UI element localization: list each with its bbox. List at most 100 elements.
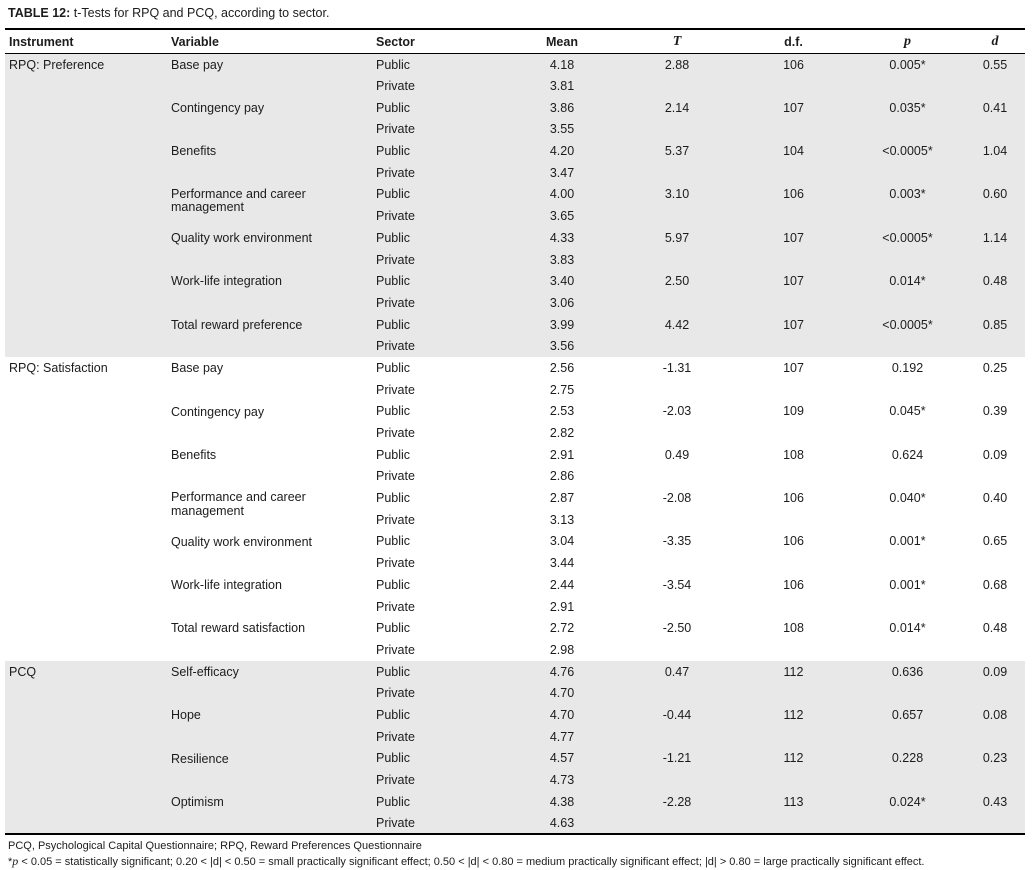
variable-cell: Quality work environment (167, 227, 372, 271)
table-row: Private 3.06 (5, 292, 1025, 314)
p-value-cell (850, 248, 965, 271)
p-value-cell: 0.636 (850, 660, 965, 683)
p-value-cell: <0.0005* (850, 140, 965, 162)
sector-cell: Public (376, 447, 411, 462)
p-value-cell: 0.040* (889, 491, 926, 506)
mean-cell: 2.56 (549, 360, 575, 375)
p-value-cell (850, 292, 965, 314)
table-row: Resilience Public 4.57 -1.21 112 0.228 0.23 (5, 747, 1025, 791)
df-cell (737, 422, 850, 444)
df-cell (737, 812, 850, 835)
t-value-cell (617, 682, 737, 705)
p-value-cell: 0.228 (850, 747, 965, 770)
d-value-cell: 0.48 (982, 621, 1008, 636)
df-cell: 107 (737, 313, 850, 336)
d-value-cell: 0.25 (982, 360, 1008, 375)
variable-cell: Work-life integration (167, 574, 372, 617)
t-value-cell: 0.47 (617, 660, 737, 683)
sector-cell: Private (376, 382, 415, 397)
sector-cell: Public (376, 621, 411, 636)
mean-cell: 4.76 (507, 660, 617, 683)
sector-cell: Private (372, 725, 507, 748)
d-value-cell: 0.65 (982, 534, 1008, 549)
column-header-instrument: Instrument (5, 29, 167, 54)
sector-cell: Public (372, 140, 507, 162)
p-value-cell (850, 769, 965, 791)
df-cell (737, 509, 850, 531)
sector-cell: Private (372, 205, 507, 227)
d-value-cell: 1.14 (965, 227, 1025, 249)
variable-label: Self-efficacy (171, 664, 239, 679)
table-row: Quality work environment Public 4.33 5.97 10… (5, 227, 1025, 271)
mean-cell: 3.06 (507, 292, 617, 314)
variable-cell: Total reward satisfaction (167, 617, 372, 660)
table-number: TABLE 12: (8, 6, 71, 20)
sector-cell: Private (372, 769, 507, 791)
t-value-cell: -2.28 (617, 790, 737, 813)
d-value-cell (965, 596, 1025, 618)
variable-cell: Work-life integration (167, 270, 372, 314)
d-value-cell (965, 769, 1025, 791)
t-value-cell: 2.50 (617, 270, 737, 293)
df-cell (737, 769, 850, 791)
column-header-d: d (965, 29, 1025, 54)
d-value-cell: 0.85 (965, 313, 1025, 336)
df-cell: 104 (737, 140, 850, 162)
mean-cell: 2.72 (549, 621, 575, 636)
p-value-cell: 0.003* (850, 183, 965, 206)
df-cell: 112 (737, 747, 850, 770)
variable-cell: Performance and career management (167, 183, 372, 227)
df-cell: 106 (737, 53, 850, 76)
df-cell: 109 (783, 404, 804, 419)
d-value-cell (965, 509, 1025, 531)
t-value-cell (617, 509, 737, 531)
table-row: Private 2.91 (5, 596, 1025, 618)
mean-cell: 3.13 (549, 512, 575, 527)
df-cell: 106 (783, 491, 804, 506)
t-value-cell (617, 422, 737, 444)
t-value-cell (617, 379, 737, 401)
d-value-cell (965, 205, 1025, 227)
sector-cell: Public (372, 270, 507, 293)
t-value-cell (617, 639, 737, 661)
sector-cell: Private (376, 426, 415, 441)
variable-cell: Resilience (167, 747, 372, 791)
mean-cell: 4.33 (507, 227, 617, 249)
d-value-cell (965, 639, 1025, 661)
table-row: Private 2.82 (5, 422, 1025, 444)
column-header-t: T (617, 29, 737, 54)
table-row: Private 3.81 (5, 75, 1025, 97)
sector-cell: Public (376, 404, 411, 419)
t-value-cell (617, 118, 737, 141)
p-value-cell: 0.014* (850, 270, 965, 293)
d-value-cell (965, 422, 1025, 444)
mean-cell: 3.83 (507, 248, 617, 271)
variable-cell: Hope (167, 704, 372, 748)
d-value-cell: 0.41 (965, 96, 1025, 119)
mean-cell: 2.98 (549, 642, 575, 657)
sector-cell: Private (376, 599, 415, 614)
p-value-cell (850, 75, 965, 97)
significance-note: *p < 0.05 = statistically significant; 0… (8, 853, 925, 868)
table-row: Private 3.44 (5, 552, 1025, 574)
d-value-cell: 0.08 (965, 704, 1025, 726)
mean-cell: 2.53 (549, 404, 575, 419)
p-value-cell (850, 639, 965, 661)
sector-cell: Public (372, 96, 507, 119)
t-value-cell: -0.44 (617, 704, 737, 726)
t-value-cell: 5.37 (617, 140, 737, 162)
table-row: Performance and career management Public 2… (5, 487, 1025, 518)
t-value-cell: 0.49 (664, 447, 690, 462)
variable-label: Work-life integration (171, 274, 282, 289)
mean-cell: 4.70 (507, 704, 617, 726)
sector-cell: Public (372, 227, 507, 249)
table-row: Optimism Public 4.38 -2.28 113 0.024* 0.43 (5, 790, 1025, 835)
column-header-mean: Mean (507, 29, 617, 54)
d-value-cell: 0.55 (965, 53, 1025, 76)
variable-label: Benefits (171, 447, 217, 462)
sector-cell: Private (372, 161, 507, 184)
p-value-cell (850, 335, 965, 358)
sector-cell: Public (372, 790, 507, 813)
